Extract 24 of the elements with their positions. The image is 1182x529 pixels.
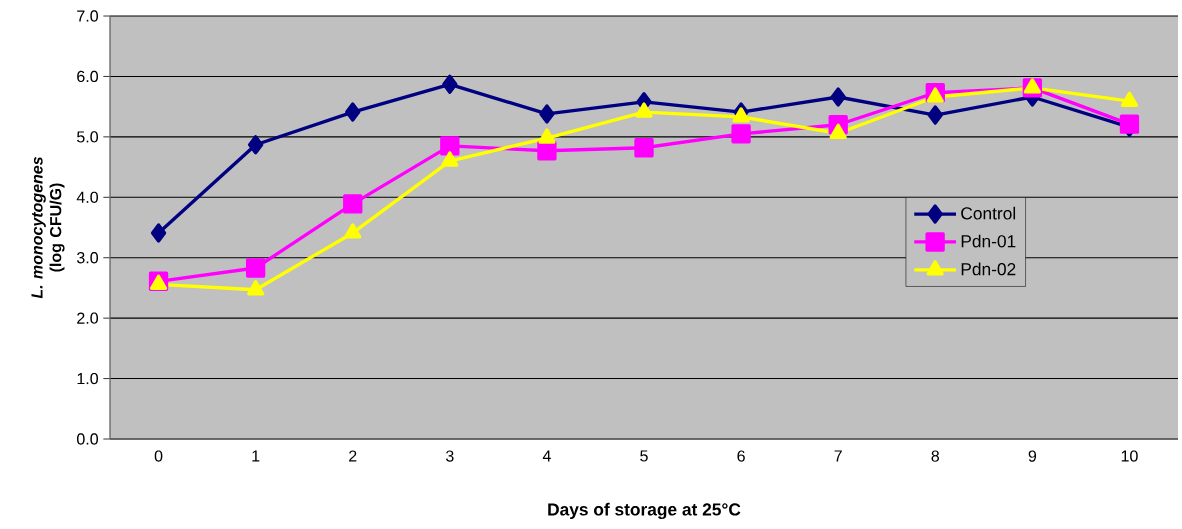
x-tick-label: 2 [349,450,357,462]
y-tick-label: 3.0 [76,252,99,264]
legend-label: Pdn-02 [961,262,1016,276]
y-tick-label: 6.0 [77,70,99,83]
y-tick-label: 5.0 [77,131,99,143]
y-tick-label: 0.0 [77,433,99,445]
legend-label: Control [961,206,1016,220]
x-tick-label: 4 [542,450,551,462]
x-tick-label: 6 [737,450,745,462]
x-tick-label: 9 [1028,450,1037,462]
y-tick-label: 1.0 [77,372,99,385]
x-tick-label: 3 [445,450,454,462]
y-tick-label: 4.0 [76,191,99,203]
x-tick-label: 1 [252,450,260,462]
legend-label: Pdn-01 [961,234,1016,248]
x-tick-label: 8 [931,450,940,462]
x-axis-title: Days of storage at 25°C [548,502,741,520]
x-tick-label: 10 [1121,450,1138,462]
y-axis-title: L. monocytogenes (log CFU/G) [31,156,65,299]
x-tick-label: 0 [154,450,163,462]
y-tick-label: 2.0 [77,312,99,324]
y-tick-label: 7.0 [77,10,99,22]
x-tick-label: 7 [834,450,842,462]
x-tick-label: 5 [640,450,648,462]
